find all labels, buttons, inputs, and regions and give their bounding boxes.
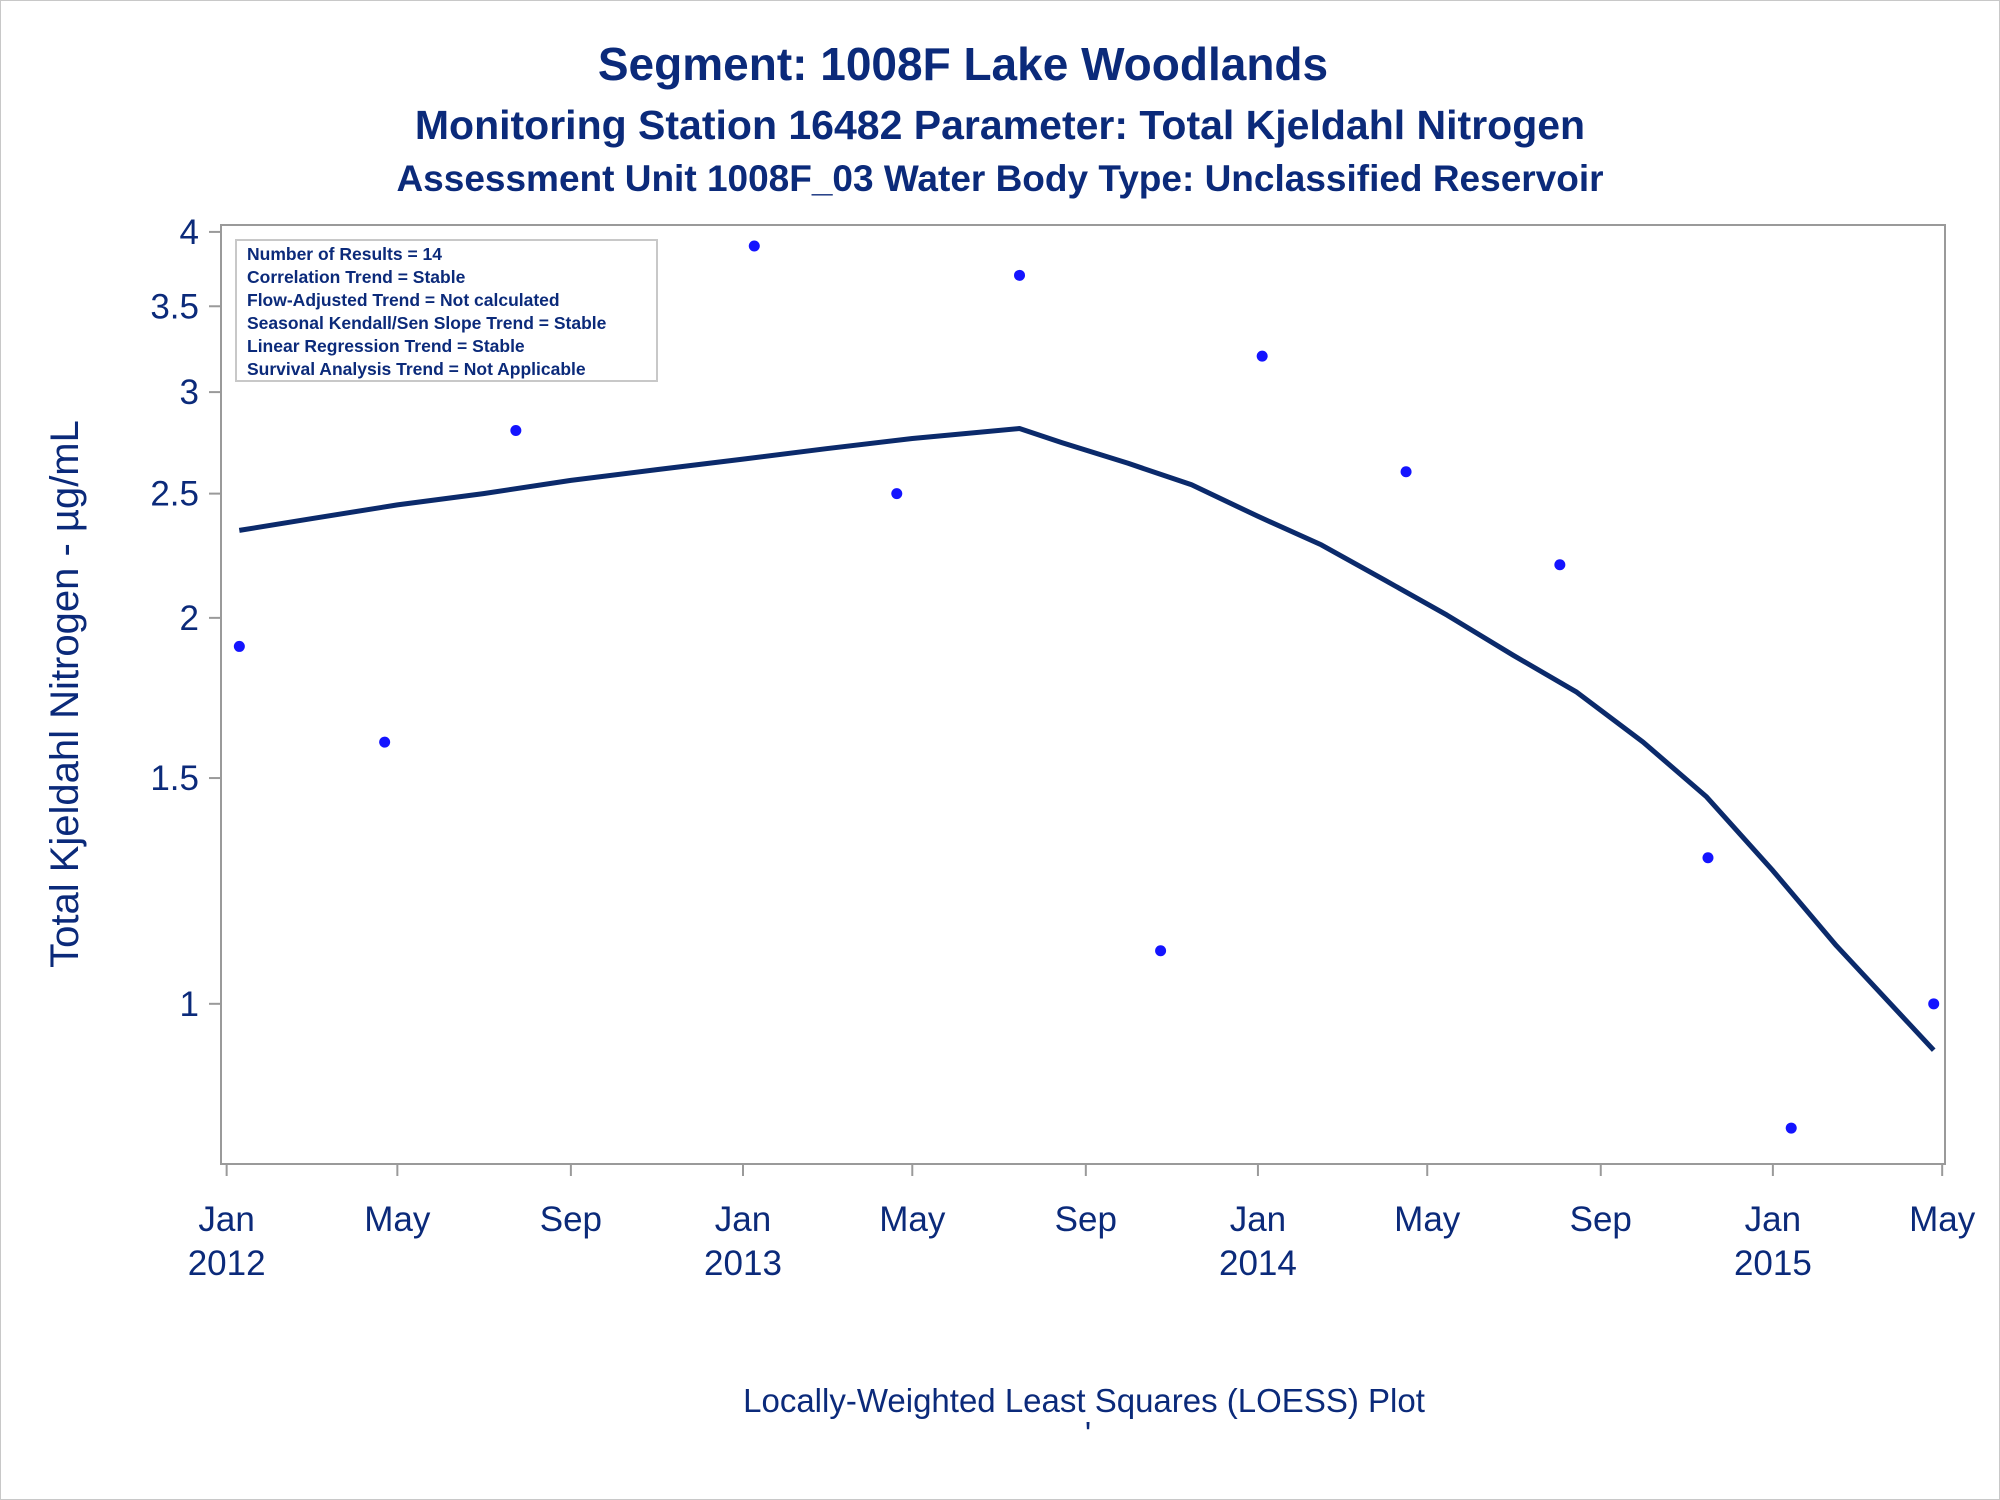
stats-correlation-trend: Correlation Trend = Stable bbox=[247, 267, 466, 287]
y-tick-label-3.5: 3.5 bbox=[150, 287, 199, 326]
y-axis: 1 1.5 2 2.5 3 3.5 4 bbox=[150, 213, 221, 1024]
x-tick-label-4: May bbox=[879, 1200, 946, 1239]
data-point-2 bbox=[379, 736, 391, 748]
chart-subtitle-station: Monitoring Station 16482 Parameter: Tota… bbox=[415, 102, 1585, 148]
stats-box-border bbox=[235, 239, 658, 382]
y-tick-label-4: 4 bbox=[180, 213, 199, 252]
loess-curve bbox=[238, 426, 1936, 1052]
footer-caption: Locally-Weighted Least Squares (LOESS) P… bbox=[743, 1382, 1425, 1419]
x-tick-year-2014: 2014 bbox=[1219, 1244, 1297, 1283]
data-point-10 bbox=[1400, 466, 1412, 478]
footer-mark: ' bbox=[1085, 1415, 1091, 1452]
x-tick-label-7: May bbox=[1394, 1200, 1461, 1239]
x-tick-year-2013: 2013 bbox=[704, 1244, 782, 1283]
data-point-12 bbox=[1702, 852, 1714, 864]
x-tick-label-1: May bbox=[364, 1200, 431, 1239]
x-tick-label-9: Jan bbox=[1745, 1200, 1801, 1239]
x-tick-year-2012: 2012 bbox=[188, 1244, 266, 1283]
data-point-6 bbox=[891, 488, 903, 500]
chart-title: Segment: 1008F Lake Woodlands bbox=[598, 38, 1328, 90]
x-tick-label-2: Sep bbox=[540, 1200, 602, 1239]
x-tick-label-6: Jan bbox=[1230, 1200, 1286, 1239]
x-tick-year-2015: 2015 bbox=[1734, 1244, 1812, 1283]
data-point-3 bbox=[510, 425, 522, 437]
y-tick-label-1.5: 1.5 bbox=[150, 759, 199, 798]
x-tick-label-0: Jan bbox=[198, 1200, 254, 1239]
data-point-1 bbox=[233, 640, 245, 652]
data-point-5 bbox=[748, 240, 760, 252]
data-point-8 bbox=[1155, 945, 1167, 957]
chart-subtitle-assessment: Assessment Unit 1008F_03 Water Body Type… bbox=[396, 158, 1603, 199]
stats-linear-regression-trend: Linear Regression Trend = Stable bbox=[247, 336, 525, 356]
y-tick-label-2.5: 2.5 bbox=[150, 475, 199, 514]
x-tick-label-10: May bbox=[1909, 1200, 1976, 1239]
data-point-7 bbox=[1014, 269, 1026, 281]
data-point-14 bbox=[1928, 998, 1940, 1010]
stats-flow-adjusted-trend: Flow-Adjusted Trend = Not calculated bbox=[247, 290, 560, 310]
stats-number-of-results: Number of Results = 14 bbox=[247, 244, 442, 264]
x-axis: Jan 2012 May Sep Jan 2013 May Sep Jan 2014 May Sep J… bbox=[188, 1163, 1976, 1283]
y-tick-label-3: 3 bbox=[180, 373, 199, 412]
x-tick-label-3: Jan bbox=[715, 1200, 771, 1239]
data-point-13 bbox=[1785, 1122, 1797, 1134]
data-point-11 bbox=[1554, 559, 1566, 571]
x-tick-label-5: Sep bbox=[1055, 1200, 1117, 1239]
stats-seasonal-kendall-trend: Seasonal Kendall/Sen Slope Trend = Stabl… bbox=[247, 313, 607, 333]
x-tick-label-8: Sep bbox=[1570, 1200, 1632, 1239]
y-axis-title: Total Kjeldahl Nitrogen - µg/mL bbox=[43, 420, 87, 968]
stats-box: Number of Results = 14 Correlation Trend… bbox=[235, 239, 658, 382]
y-tick-label-2: 2 bbox=[180, 599, 199, 638]
data-point-9 bbox=[1256, 350, 1268, 362]
stats-survival-analysis-trend: Survival Analysis Trend = Not Applicable bbox=[247, 359, 586, 379]
y-tick-label-1: 1 bbox=[180, 985, 199, 1024]
